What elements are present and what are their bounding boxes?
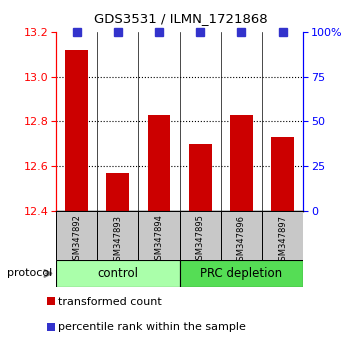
Text: control: control [97, 267, 138, 280]
Bar [56, 260, 180, 287]
Text: PRC depletion: PRC depletion [200, 267, 282, 280]
Text: GSM347897: GSM347897 [278, 215, 287, 266]
Bar [180, 211, 221, 260]
Text: GSM347893: GSM347893 [113, 215, 122, 266]
Bar [138, 211, 180, 260]
Bar [230, 115, 253, 211]
Bar [189, 144, 212, 211]
Text: GSM347894: GSM347894 [155, 215, 164, 266]
Bar [221, 211, 262, 260]
Bar [148, 115, 170, 211]
Bar [271, 137, 294, 211]
Bar [97, 211, 138, 260]
Text: GSM347892: GSM347892 [72, 215, 81, 266]
Text: GSM347896: GSM347896 [237, 215, 246, 266]
Text: percentile rank within the sample: percentile rank within the sample [58, 322, 245, 332]
Text: protocol: protocol [7, 268, 52, 278]
Bar [65, 50, 88, 211]
Bar [262, 211, 303, 260]
Text: GSM347895: GSM347895 [196, 215, 205, 266]
Text: GDS3531 / ILMN_1721868: GDS3531 / ILMN_1721868 [94, 12, 267, 25]
Bar [180, 260, 303, 287]
Bar [56, 211, 97, 260]
Text: transformed count: transformed count [58, 297, 161, 307]
Bar [106, 173, 129, 211]
